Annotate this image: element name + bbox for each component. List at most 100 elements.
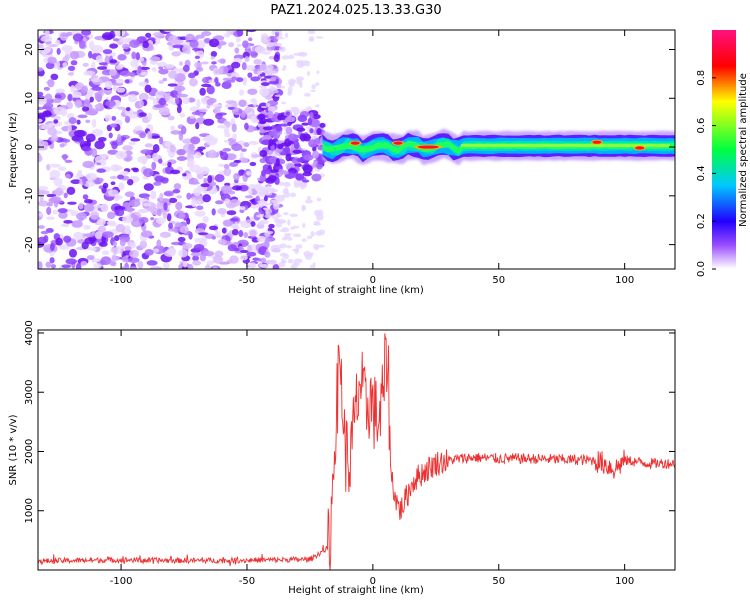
- cluster-blob: [295, 173, 305, 181]
- noise-speckle: [200, 61, 209, 65]
- noise-speckle: [188, 143, 195, 151]
- noise-speckle: [155, 217, 166, 225]
- noise-speckle: [38, 44, 44, 49]
- noise-speckle: [156, 239, 162, 249]
- noise-speckle: [83, 180, 96, 188]
- noise-speckle: [190, 136, 201, 145]
- noise-speckle: [232, 133, 237, 140]
- noise-speckle: [152, 152, 159, 161]
- noise-speckle: [45, 62, 55, 70]
- noise-speckle: [43, 102, 54, 110]
- noise-speckle: [97, 66, 108, 70]
- noise-speckle: [59, 143, 65, 148]
- noise-speckle: [85, 133, 96, 143]
- noise-speckle: [66, 31, 73, 37]
- noise-speckle: [85, 110, 98, 116]
- noise-speckle: [301, 238, 307, 242]
- noise-speckle: [46, 193, 57, 198]
- noise-speckle: [318, 229, 326, 236]
- noise-speckle: [238, 99, 247, 108]
- noise-speckle: [173, 183, 182, 190]
- noise-speckle: [222, 219, 233, 227]
- noise-speckle: [83, 199, 93, 204]
- noise-speckle: [67, 124, 72, 132]
- noise-speckle: [197, 222, 207, 229]
- noise-speckle: [226, 30, 231, 36]
- noise-speckle: [129, 242, 137, 249]
- noise-speckle: [245, 219, 253, 223]
- noise-speckle: [76, 212, 88, 221]
- noise-speckle: [217, 239, 227, 245]
- noise-speckle: [47, 127, 58, 136]
- noise-speckle: [134, 198, 140, 202]
- noise-speckle: [47, 78, 55, 88]
- snr-y-tick-label: 2000: [24, 439, 35, 464]
- spectrogram-frame: [37, 29, 676, 270]
- noise-speckle: [181, 125, 187, 135]
- noise-speckle: [293, 111, 298, 117]
- noise-speckle: [249, 161, 257, 167]
- snr-y-tick-label: 1000: [24, 498, 35, 523]
- noise-speckle: [46, 206, 52, 215]
- noise-speckle: [231, 123, 237, 133]
- noise-speckle: [115, 78, 124, 84]
- noise-speckle: [226, 79, 236, 83]
- noise-speckle: [162, 77, 168, 82]
- noise-speckle: [167, 83, 178, 87]
- noise-speckle: [314, 246, 319, 251]
- noise-speckle: [274, 94, 281, 97]
- noise-speckle: [70, 60, 78, 66]
- noise-speckle: [70, 210, 79, 217]
- noise-speckle: [198, 232, 209, 236]
- noise-speckle: [292, 248, 299, 252]
- noise-speckle: [98, 62, 108, 66]
- noise-speckle: [83, 203, 95, 212]
- noise-speckle: [199, 113, 204, 118]
- noise-speckle: [178, 249, 189, 258]
- noise-speckle: [249, 229, 257, 237]
- noise-speckle: [242, 76, 248, 86]
- noise-speckle: [177, 236, 186, 243]
- cluster-blob: [285, 116, 296, 123]
- noise-speckle: [88, 40, 95, 50]
- colorbar-tick-label: 0.2: [696, 213, 707, 229]
- noise-speckle: [228, 42, 235, 48]
- noise-speckle: [91, 118, 97, 128]
- noise-speckle: [132, 168, 140, 173]
- noise-speckle: [272, 264, 280, 269]
- noise-speckle: [243, 232, 249, 238]
- noise-speckle: [201, 31, 212, 37]
- noise-speckle: [266, 248, 270, 253]
- noise-speckle: [94, 92, 103, 101]
- noise-speckle: [148, 96, 155, 101]
- noise-speckle: [187, 263, 194, 269]
- noise-speckle: [38, 212, 43, 218]
- noise-speckle: [114, 205, 126, 211]
- spectrogram-x-tick-label: -100: [110, 275, 133, 286]
- noise-speckle: [38, 200, 49, 207]
- noise-speckle: [171, 51, 181, 57]
- noise-speckle: [86, 172, 98, 182]
- noise-speckle: [52, 209, 58, 215]
- noise-speckle: [115, 209, 125, 217]
- snr-x-tick-label: 0: [370, 576, 376, 587]
- noise-speckle: [151, 135, 161, 139]
- noise-speckle: [201, 83, 212, 88]
- noise-speckle: [117, 53, 127, 61]
- noise-speckle: [140, 71, 149, 76]
- noise-speckle: [58, 211, 68, 219]
- noise-speckle: [50, 73, 59, 81]
- cluster-blob: [264, 168, 271, 175]
- noise-speckle: [312, 262, 316, 269]
- noise-speckle: [239, 255, 248, 261]
- cluster-blob: [296, 127, 306, 132]
- noise-speckle: [112, 85, 117, 91]
- noise-speckle: [129, 266, 138, 269]
- noise-speckle: [261, 35, 268, 40]
- noise-speckle: [202, 194, 212, 203]
- noise-speckle: [125, 106, 131, 112]
- noise-speckle: [313, 222, 322, 226]
- noise-speckle: [214, 231, 221, 238]
- cluster-blob: [316, 127, 322, 136]
- noise-speckle: [151, 161, 157, 171]
